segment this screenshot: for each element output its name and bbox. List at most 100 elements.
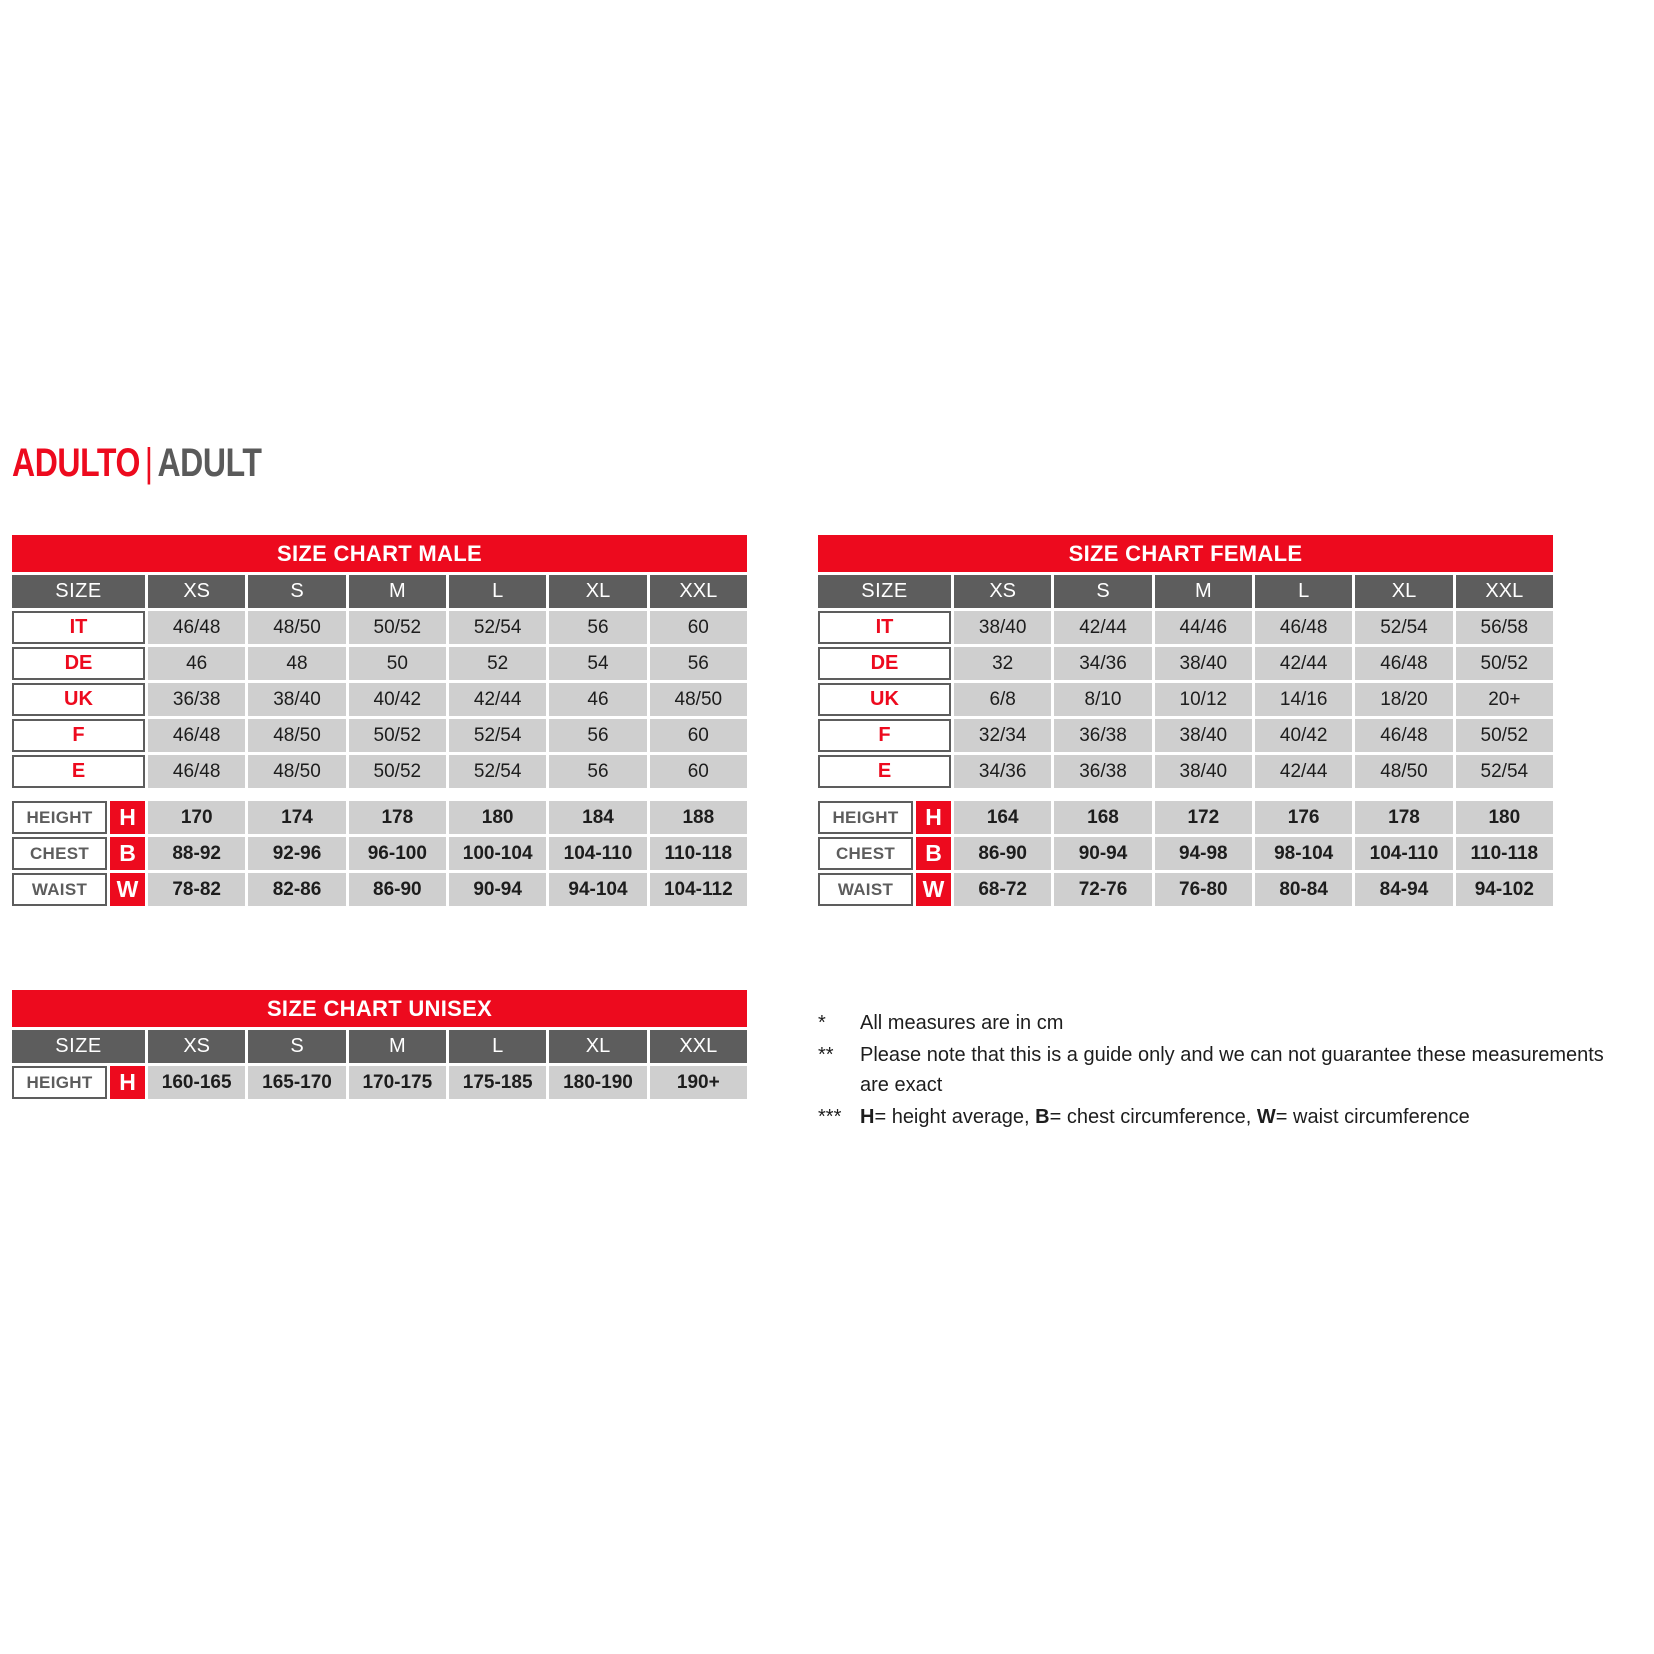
table-cell: 50/52	[348, 611, 446, 644]
row-label-cell: HEIGHT H	[818, 801, 951, 834]
table-cell: 110-118	[649, 837, 747, 870]
row-label-chest: CHEST	[818, 837, 913, 870]
table-row: DE 32 34/36 38/40 42/44 46/48 50/52	[818, 647, 1553, 680]
table-cell: 178	[1355, 801, 1453, 834]
header-label-cell: SIZE	[12, 1030, 145, 1063]
table-cell: 36/38	[1054, 719, 1152, 752]
chart-title-unisex: SIZE CHART UNISEX	[12, 990, 747, 1027]
table-cell: 46/48	[148, 611, 246, 644]
row-label-cell: UK	[818, 683, 951, 716]
footnote: ** Please note that this is a guide only …	[818, 1040, 1618, 1100]
row-label-e: E	[12, 755, 145, 788]
column-header-xxl: XXL	[649, 1030, 747, 1063]
table-cell: 54	[549, 647, 647, 680]
table-row: CHEST B 88-92 92-96 96-100 100-104 104-110 110-…	[12, 837, 747, 870]
row-label-cell: IT	[12, 611, 145, 644]
column-header-xl: XL	[549, 1030, 647, 1063]
table-cell: 46/48	[148, 719, 246, 752]
table-cell: 50/52	[348, 719, 446, 752]
measure-badge-h-icon: H	[110, 1066, 145, 1099]
column-header-l: L	[448, 575, 547, 608]
table-cell: 18/20	[1355, 683, 1453, 716]
table-cell: 52/54	[1455, 755, 1553, 788]
row-label-chest: CHEST	[12, 837, 107, 870]
table-cell: 38/40	[954, 611, 1052, 644]
measure-badge-h-icon: H	[110, 801, 145, 834]
table-cell: 14/16	[1254, 683, 1353, 716]
column-header-s: S	[1054, 575, 1152, 608]
table-cell: 42/44	[1254, 647, 1353, 680]
table-cell: 178	[348, 801, 446, 834]
table-cell: 170	[148, 801, 246, 834]
page-title-separator: |	[144, 441, 153, 485]
row-label-cell: CHEST B	[818, 837, 951, 870]
table-cell: 90-94	[448, 873, 547, 906]
column-header-xl: XL	[1355, 575, 1453, 608]
table-cell: 38/40	[1154, 755, 1252, 788]
table-row: DE 46 48 50 52 54 56	[12, 647, 747, 680]
table-cell: 8/10	[1054, 683, 1152, 716]
table-cell: 94-98	[1154, 837, 1252, 870]
table-cell: 56/58	[1455, 611, 1553, 644]
column-header-xxl: XXL	[1455, 575, 1553, 608]
row-label-de: DE	[818, 647, 951, 680]
table-cell: 6/8	[954, 683, 1052, 716]
row-label-cell: E	[818, 755, 951, 788]
table-cell: 48/50	[649, 683, 747, 716]
row-label-waist: WAIST	[12, 873, 107, 906]
table-cell: 52/54	[448, 755, 547, 788]
table-cell: 46	[549, 683, 647, 716]
table-cell: 60	[649, 755, 747, 788]
row-label-height: HEIGHT	[818, 801, 913, 834]
column-header-m: M	[1154, 575, 1252, 608]
row-label-height: HEIGHT	[12, 801, 107, 834]
row-label-uk: UK	[818, 683, 951, 716]
column-header-s: S	[248, 1030, 346, 1063]
measure-badge-w-icon: W	[916, 873, 951, 906]
size-label: SIZE	[12, 575, 145, 608]
row-label-cell: F	[818, 719, 951, 752]
table-row: HEIGHT H 170 174 178 180 184 188	[12, 801, 747, 834]
table-row: IT 38/40 42/44 44/46 46/48 52/54 56/58	[818, 611, 1553, 644]
column-header-xs: XS	[148, 1030, 246, 1063]
table-cell: 52/54	[448, 611, 547, 644]
row-label-cell: HEIGHT H	[12, 801, 145, 834]
table-header-row: SIZE XS S M L XL XXL	[818, 575, 1553, 608]
table-cell: 180	[448, 801, 547, 834]
table-cell: 86-90	[954, 837, 1052, 870]
measure-badge-b-icon: B	[110, 837, 145, 870]
table-cell: 46/48	[148, 755, 246, 788]
row-label-cell: CHEST B	[12, 837, 145, 870]
table-cell: 38/40	[1154, 647, 1252, 680]
header-label-cell: SIZE	[12, 575, 145, 608]
table-cell: 98-104	[1254, 837, 1353, 870]
table-cell: 92-96	[248, 837, 346, 870]
table-cell: 104-110	[1355, 837, 1453, 870]
row-label-cell: DE	[818, 647, 951, 680]
footnote-marker: *	[818, 1012, 826, 1034]
row-label-waist: WAIST	[818, 873, 913, 906]
table-cell: 36/38	[148, 683, 246, 716]
table-row: UK 36/38 38/40 40/42 42/44 46 48/50	[12, 683, 747, 716]
table-cell: 60	[649, 719, 747, 752]
table-cell: 52	[448, 647, 547, 680]
table-cell: 84-94	[1355, 873, 1453, 906]
row-label-de: DE	[12, 647, 145, 680]
size-label: SIZE	[12, 1030, 145, 1063]
table-cell: 40/42	[1254, 719, 1353, 752]
column-header-s: S	[248, 575, 346, 608]
table-row: IT 46/48 48/50 50/52 52/54 56 60	[12, 611, 747, 644]
row-label-cell: HEIGHT H	[12, 1066, 145, 1099]
table-row: E 46/48 48/50 50/52 52/54 56 60	[12, 755, 747, 788]
table-cell: 160-165	[148, 1066, 246, 1099]
chart-title-male: SIZE CHART MALE	[12, 535, 747, 572]
table-row: WAIST W 68-72 72-76 76-80 80-84 84-94 94-102	[818, 873, 1553, 906]
table-cell: 46	[148, 647, 246, 680]
table-cell: 176	[1254, 801, 1353, 834]
table-cell: 34/36	[954, 755, 1052, 788]
table-cell: 48/50	[1355, 755, 1453, 788]
size-chart-female: SIZE CHART FEMALE SIZE XS S M L XL XXL IT 38/40 42…	[818, 535, 1553, 906]
row-label-f: F	[12, 719, 145, 752]
table-cell: 60	[649, 611, 747, 644]
table-cell: 68-72	[954, 873, 1052, 906]
